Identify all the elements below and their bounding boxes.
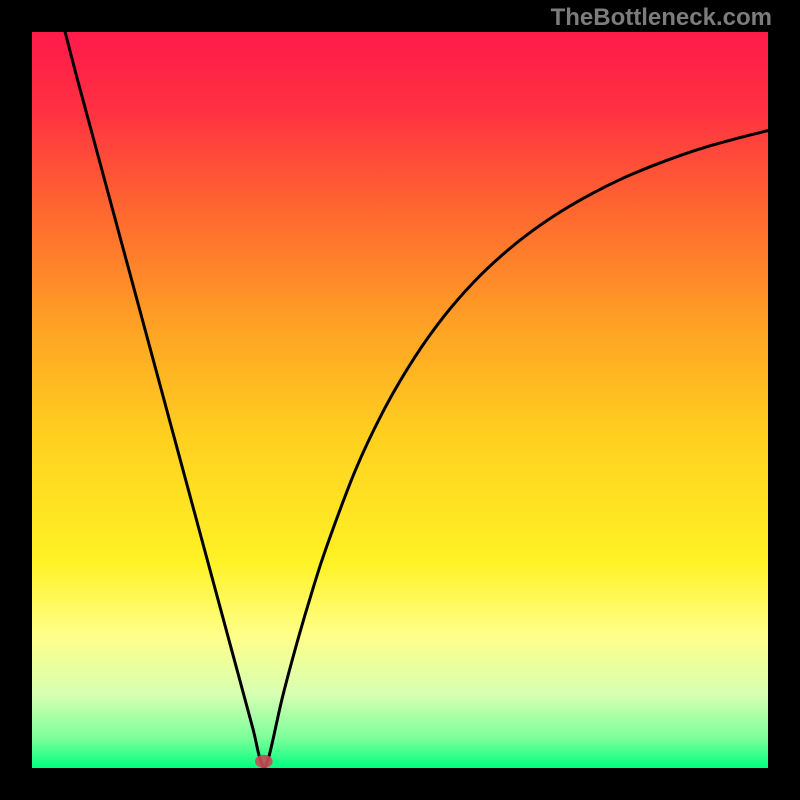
optimal-point-marker [255, 755, 273, 768]
watermark-text: TheBottleneck.com [551, 4, 772, 32]
bottleneck-curve [32, 32, 768, 768]
chart-canvas: TheBottleneck.com [0, 0, 800, 800]
